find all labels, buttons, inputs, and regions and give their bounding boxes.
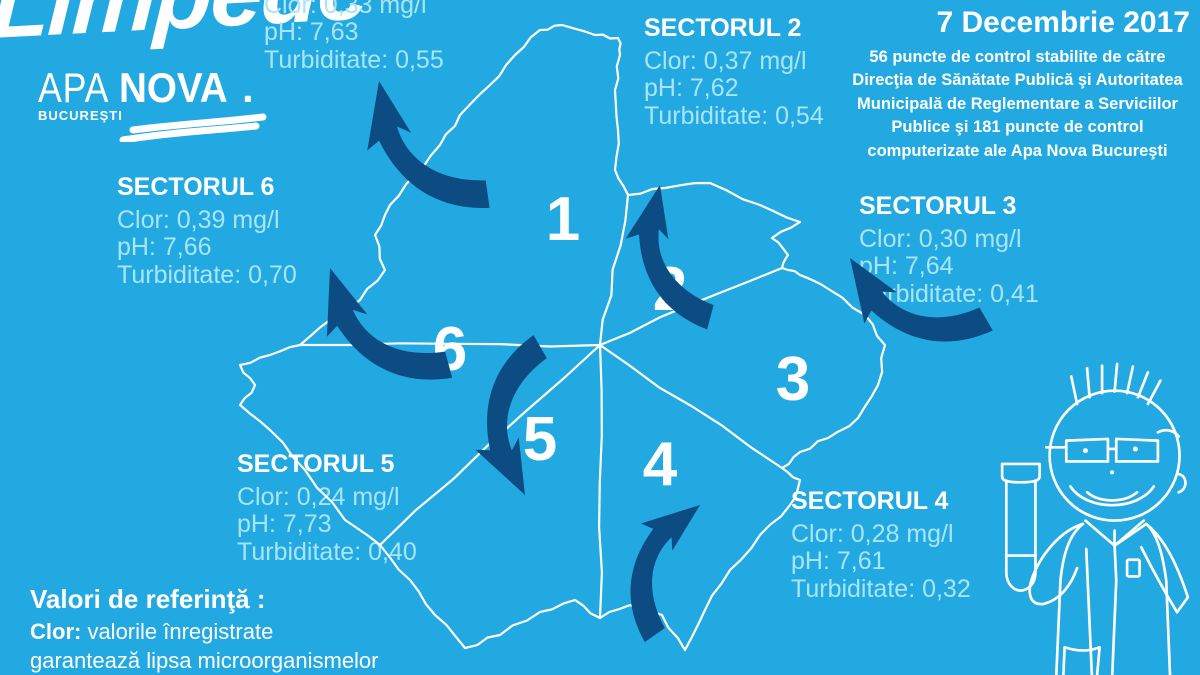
svg-text:5: 5	[523, 405, 557, 474]
svg-text:1: 1	[546, 185, 580, 254]
svg-text:4: 4	[643, 430, 678, 499]
svg-text:3: 3	[776, 345, 810, 414]
